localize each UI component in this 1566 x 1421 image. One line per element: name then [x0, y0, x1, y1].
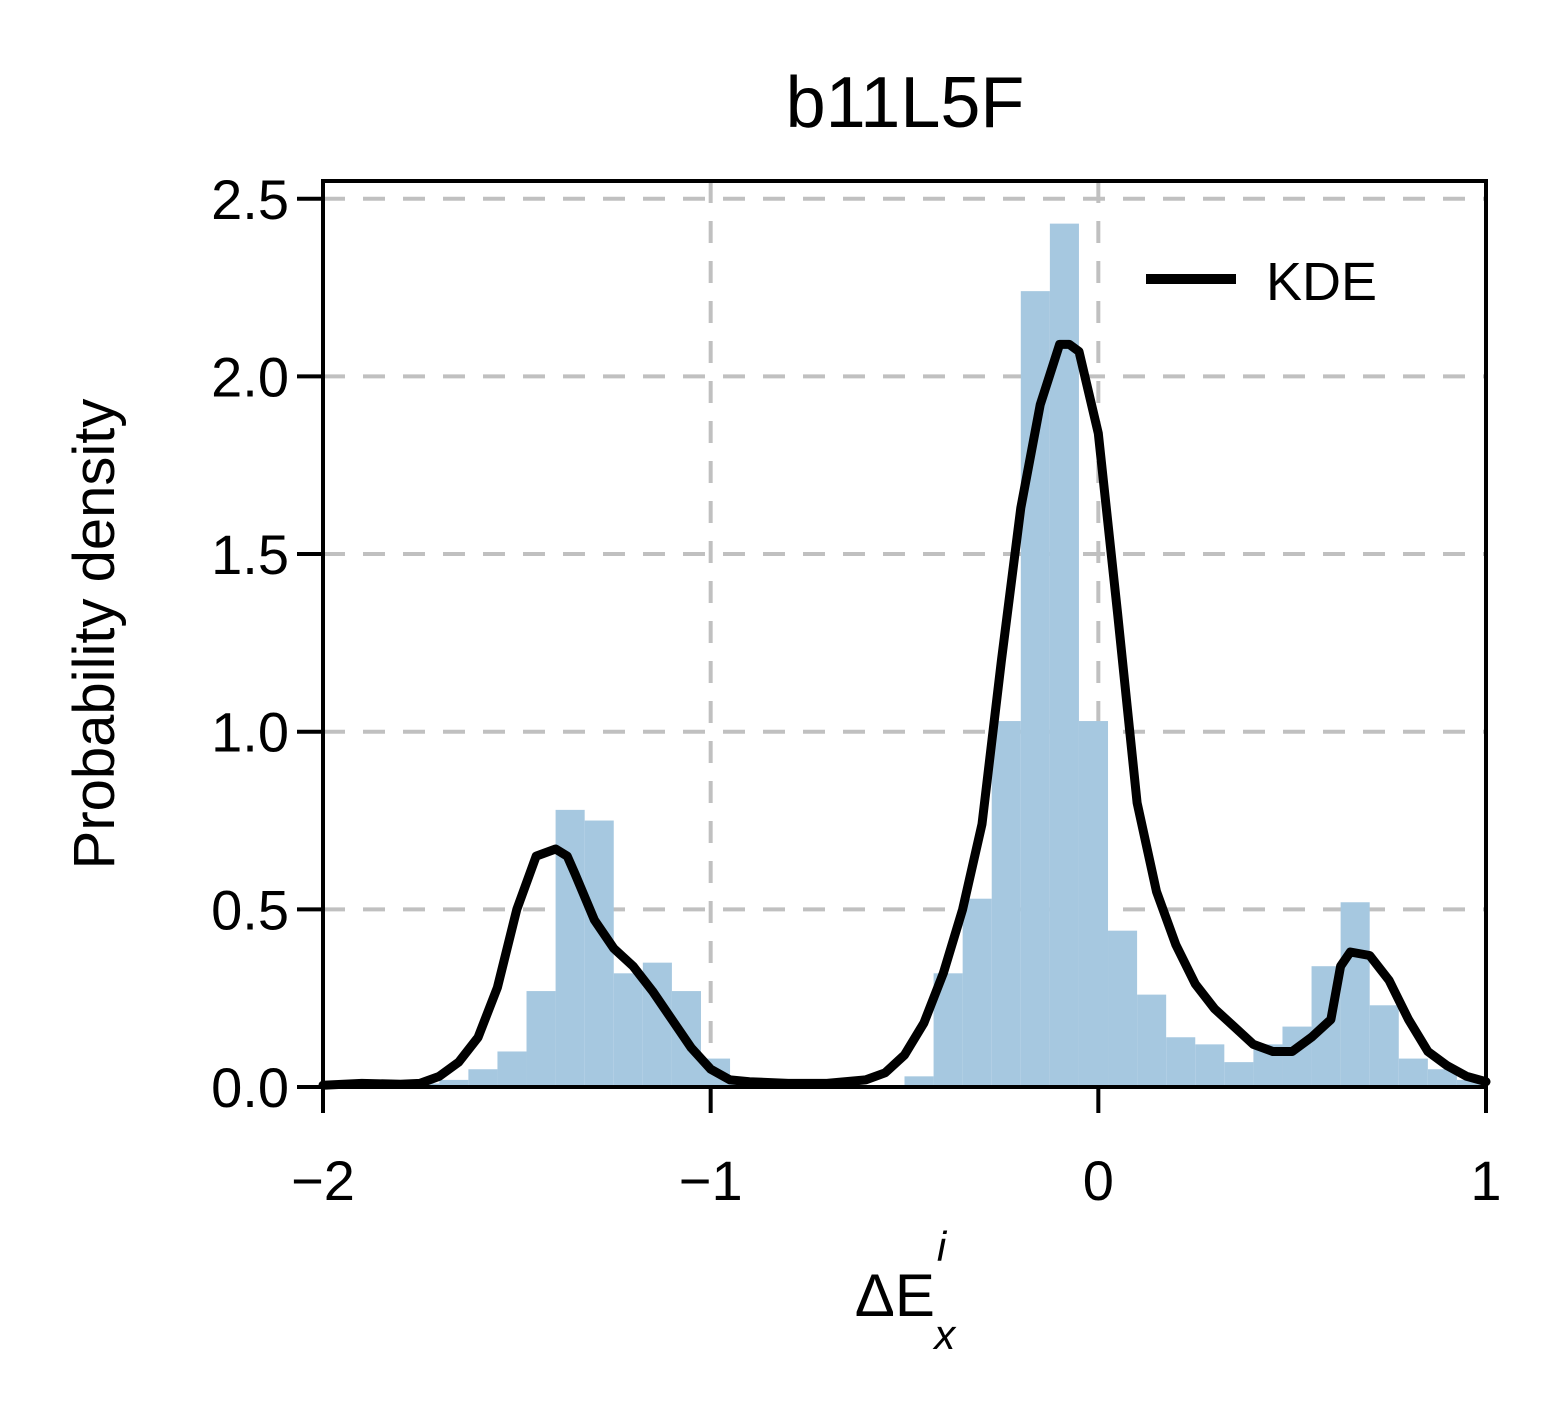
histogram-bar — [1224, 1062, 1254, 1087]
histogram-bar — [904, 1076, 934, 1087]
histogram-bar — [1195, 1044, 1225, 1087]
histogram-bar — [962, 898, 992, 1087]
histogram-bar — [468, 1069, 498, 1087]
legend: KDE — [1146, 252, 1377, 312]
x-axis-ticks: −2 −1 0 1 — [291, 1087, 1502, 1212]
histogram-bar — [439, 1079, 469, 1087]
histogram-bar — [1137, 994, 1167, 1087]
x-axis-label: ΔEi x — [855, 1223, 957, 1358]
legend-kde-label: KDE — [1266, 252, 1377, 312]
y-tick-label: 2.5 — [211, 168, 289, 231]
y-tick-label: 0.0 — [211, 1056, 289, 1119]
histogram-bar — [497, 1051, 527, 1087]
plot-frame — [321, 179, 1488, 1089]
y-tick-label: 1.5 — [211, 523, 289, 586]
histogram-bars — [381, 223, 1486, 1087]
x-tick-label: 0 — [1083, 1149, 1114, 1212]
y-tick-label: 1.0 — [211, 701, 289, 764]
histogram-bar — [991, 721, 1021, 1087]
x-axis-label-main: ΔE — [855, 1262, 935, 1329]
kde-curve — [318, 339, 1491, 1090]
x-tick-label: −2 — [291, 1149, 355, 1212]
x-axis-label-superscript: i — [937, 1223, 948, 1270]
y-tick-label: 2.0 — [211, 345, 289, 408]
histogram-bar — [526, 991, 556, 1087]
x-tick-label: 1 — [1470, 1149, 1501, 1212]
x-axis-label-subscript: x — [932, 1311, 957, 1358]
y-tick-label: 0.5 — [211, 878, 289, 941]
y-axis-ticks: 0.0 0.5 1.0 1.5 2.0 2.5 — [211, 168, 323, 1119]
histogram-bar — [584, 820, 614, 1087]
histogram-bar — [613, 973, 643, 1087]
x-tick-label: −1 — [679, 1149, 743, 1212]
histogram-bar — [1398, 1058, 1428, 1087]
histogram-bar — [1166, 1037, 1196, 1087]
histogram-bar — [1108, 930, 1138, 1087]
histogram-bar — [1369, 1005, 1399, 1087]
histogram-bar — [1427, 1069, 1457, 1087]
histogram-bar — [1078, 721, 1109, 1087]
chart-title: b11L5F — [786, 63, 1025, 143]
histogram-bar — [1340, 902, 1370, 1087]
y-axis-label: Probability density — [62, 399, 127, 870]
grid-lines — [321, 181, 1488, 1089]
histogram-bar — [1456, 1079, 1486, 1087]
